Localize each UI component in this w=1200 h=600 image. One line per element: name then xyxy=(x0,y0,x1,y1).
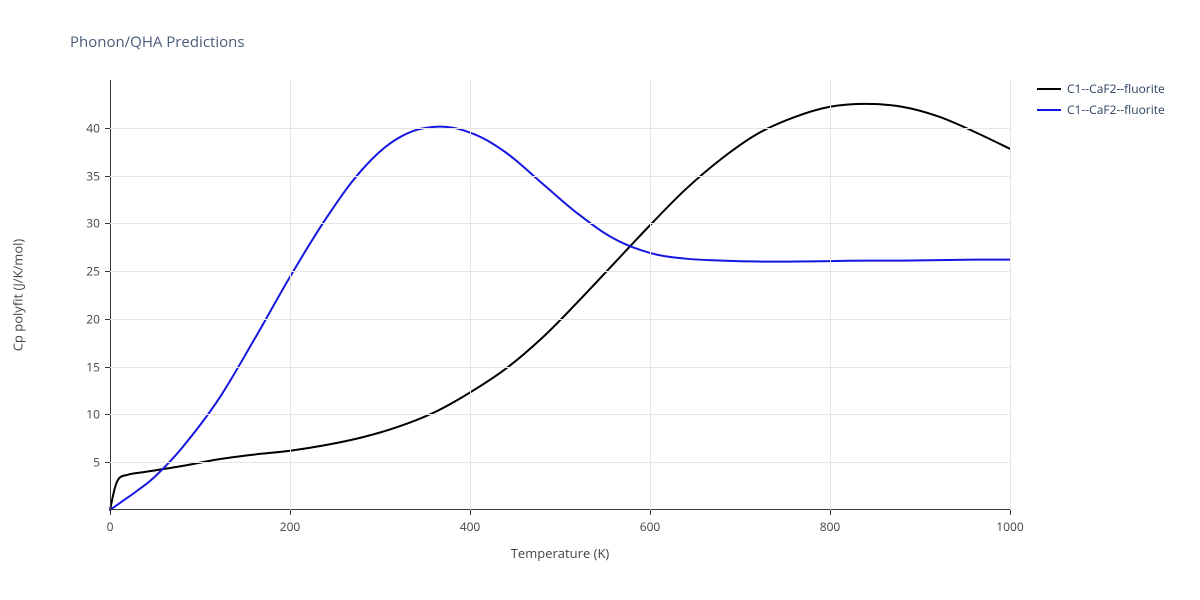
series-line-0[interactable] xyxy=(110,104,1010,510)
x-tick-label: 800 xyxy=(820,518,841,535)
legend-swatch xyxy=(1037,88,1061,90)
chart-container: Phonon/QHA Predictions Temperature (K) C… xyxy=(0,0,1200,600)
legend: C1--CaF2--fluorite C1--CaF2--fluorite xyxy=(1037,80,1165,122)
x-tick-label: 1000 xyxy=(996,518,1023,535)
y-tick-label: 40 xyxy=(86,119,100,136)
tick-mark-y xyxy=(105,271,110,272)
tick-mark-x xyxy=(830,510,831,515)
gridline-h xyxy=(110,128,1010,129)
tick-mark-y xyxy=(105,223,110,224)
legend-swatch xyxy=(1037,109,1061,111)
legend-label: C1--CaF2--fluorite xyxy=(1067,80,1165,97)
tick-mark-y xyxy=(105,367,110,368)
gridline-h xyxy=(110,367,1010,368)
gridline-v xyxy=(470,80,471,510)
tick-mark-y xyxy=(105,128,110,129)
chart-title: Phonon/QHA Predictions xyxy=(70,32,245,52)
gridline-h xyxy=(110,176,1010,177)
tick-mark-x xyxy=(110,510,111,515)
legend-item-1[interactable]: C1--CaF2--fluorite xyxy=(1037,101,1165,118)
plot-area[interactable]: Temperature (K) Cp polyfit (J/K/mol) 020… xyxy=(110,80,1010,510)
tick-mark-y xyxy=(105,462,110,463)
tick-mark-x xyxy=(470,510,471,515)
x-tick-label: 400 xyxy=(460,518,481,535)
gridline-h xyxy=(110,462,1010,463)
series-layer xyxy=(110,80,1010,510)
y-tick-label: 5 xyxy=(93,454,100,471)
gridline-v xyxy=(1010,80,1011,510)
y-tick-label: 20 xyxy=(86,310,100,327)
y-tick-label: 10 xyxy=(86,406,100,423)
y-tick-label: 35 xyxy=(86,167,100,184)
tick-mark-y xyxy=(105,319,110,320)
x-tick-label: 600 xyxy=(640,518,661,535)
y-tick-label: 30 xyxy=(86,215,100,232)
tick-mark-y xyxy=(105,176,110,177)
gridline-h xyxy=(110,414,1010,415)
gridline-h xyxy=(110,271,1010,272)
x-tick-label: 0 xyxy=(107,518,114,535)
x-axis-label: Temperature (K) xyxy=(511,544,610,562)
gridline-v xyxy=(290,80,291,510)
legend-label: C1--CaF2--fluorite xyxy=(1067,101,1165,118)
y-axis-label: Cp polyfit (J/K/mol) xyxy=(9,239,27,352)
y-tick-label: 25 xyxy=(86,263,100,280)
y-tick-label: 15 xyxy=(86,358,100,375)
tick-mark-y xyxy=(105,414,110,415)
gridline-v xyxy=(650,80,651,510)
gridline-v xyxy=(830,80,831,510)
tick-mark-x xyxy=(1010,510,1011,515)
gridline-h xyxy=(110,319,1010,320)
gridline-h xyxy=(110,223,1010,224)
tick-mark-x xyxy=(650,510,651,515)
x-tick-label: 200 xyxy=(280,518,301,535)
tick-mark-x xyxy=(290,510,291,515)
legend-item-0[interactable]: C1--CaF2--fluorite xyxy=(1037,80,1165,97)
